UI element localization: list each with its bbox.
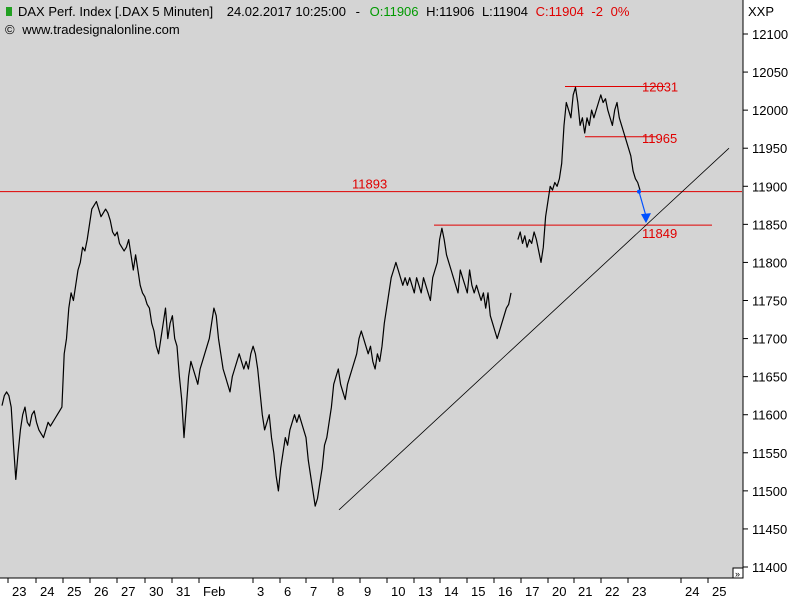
- source-url: www.tradesignalonline.com: [21, 22, 180, 37]
- x-tick-label: 9: [364, 584, 371, 599]
- x-tick-label: 24: [40, 584, 54, 599]
- chart-header: DAX Perf. Index [.DAX 5 Minuten] 24.02.2…: [5, 4, 630, 37]
- low-value: L:11904: [482, 4, 528, 19]
- x-tick-label: Feb: [203, 584, 225, 599]
- high-value: H:11906: [426, 4, 474, 19]
- target-level-11849-label: 11849: [642, 226, 677, 241]
- timestamp: 24.02.2017 10:25:00: [227, 4, 346, 19]
- y-tick-label: 11850: [752, 217, 787, 232]
- instrument-name: DAX Perf. Index [.DAX 5 Minuten]: [18, 4, 213, 19]
- y-tick-label: 11500: [752, 484, 787, 499]
- y-tick-label: 11550: [752, 446, 787, 461]
- scroll-right-button[interactable]: »: [732, 567, 744, 579]
- y-axis-ticks: 11400 11450 11500 11550 11600 11650 11700 11750…: [743, 27, 788, 575]
- plot-background: [0, 0, 743, 578]
- x-tick-label: 26: [94, 584, 108, 599]
- scroll-button-frame[interactable]: [732, 567, 744, 579]
- y-tick-label: 12000: [752, 103, 788, 118]
- x-tick-label: 31: [176, 584, 190, 599]
- x-tick-label: 24: [685, 584, 699, 599]
- y-tick-label: 11700: [752, 332, 787, 347]
- axis-symbol: XXP: [748, 4, 774, 19]
- open-value: O:11906: [370, 4, 419, 19]
- rising-trendline: [338, 147, 730, 511]
- y-tick-label: 12100: [752, 27, 788, 42]
- y-tick-label: 12050: [752, 65, 788, 80]
- x-tick-label: 20: [552, 584, 566, 599]
- y-tick-label: 11750: [752, 294, 787, 309]
- y-tick-label: 11450: [752, 522, 787, 537]
- svg-text:© www.tradesignalonline.: © www.tradesignalonline.com: [5, 22, 180, 37]
- trendline-layer: [338, 147, 730, 511]
- resistance-level-12031-label: 12031: [642, 80, 678, 95]
- price-axis-panel: [743, 0, 800, 600]
- x-tick-label: 7: [310, 584, 317, 599]
- x-tick-label: 15: [471, 584, 485, 599]
- x-tick-label: 14: [444, 584, 458, 599]
- price-series: [1, 86, 641, 507]
- double-chevron-right-icon[interactable]: »: [735, 569, 740, 579]
- x-tick-label: 13: [418, 584, 432, 599]
- x-tick-label: 6: [284, 584, 291, 599]
- x-tick-label: 21: [578, 584, 592, 599]
- time-axis-panel: [0, 578, 743, 600]
- y-tick-label: 11600: [752, 408, 787, 423]
- x-tick-label: 23: [12, 584, 26, 599]
- header-separator: -: [356, 4, 360, 19]
- arrow-head-icon: [641, 213, 651, 224]
- svg-text:DAX Perf. Index [.DAX 5 Minut: DAX Perf. Index [.DAX 5 Minuten] 24.02.2…: [18, 4, 630, 19]
- x-tick-label: 25: [67, 584, 81, 599]
- x-tick-label: 10: [391, 584, 405, 599]
- arrow-shaft: [638, 191, 647, 217]
- x-tick-label: 17: [525, 584, 539, 599]
- y-tick-label: 11650: [752, 370, 787, 385]
- price-line: [1, 86, 641, 507]
- x-tick-label: 22: [605, 584, 619, 599]
- copyright-icon: ©: [5, 22, 15, 37]
- x-tick-label: 27: [121, 584, 135, 599]
- level-lines: 11893 12031 11965 11849: [0, 80, 742, 241]
- y-tick-label: 11950: [752, 141, 787, 156]
- x-tick-label: 23: [632, 584, 646, 599]
- x-tick-label: 16: [498, 584, 512, 599]
- y-tick-label: 11800: [752, 255, 787, 270]
- series-color-icon: [6, 7, 12, 16]
- y-tick-label: 11400: [752, 560, 787, 575]
- x-tick-label: 30: [149, 584, 163, 599]
- arrow-annotation: [637, 189, 651, 224]
- x-axis-ticks: 23 24 25 26 27 30 31 Feb 3 6 7 8 9 10 13 14 15 16 17 20 21 22…: [7, 578, 726, 599]
- change-percent: 0%: [611, 4, 630, 19]
- change-value: -2: [591, 4, 603, 19]
- x-tick-label: 3: [257, 584, 264, 599]
- support-level-11893-label: 11893: [352, 177, 387, 192]
- x-tick-label: 25: [712, 584, 726, 599]
- level-11965-label: 11965: [642, 131, 677, 146]
- y-tick-label: 11900: [752, 179, 787, 194]
- close-value: C:11904: [536, 4, 584, 19]
- x-tick-label: 8: [337, 584, 344, 599]
